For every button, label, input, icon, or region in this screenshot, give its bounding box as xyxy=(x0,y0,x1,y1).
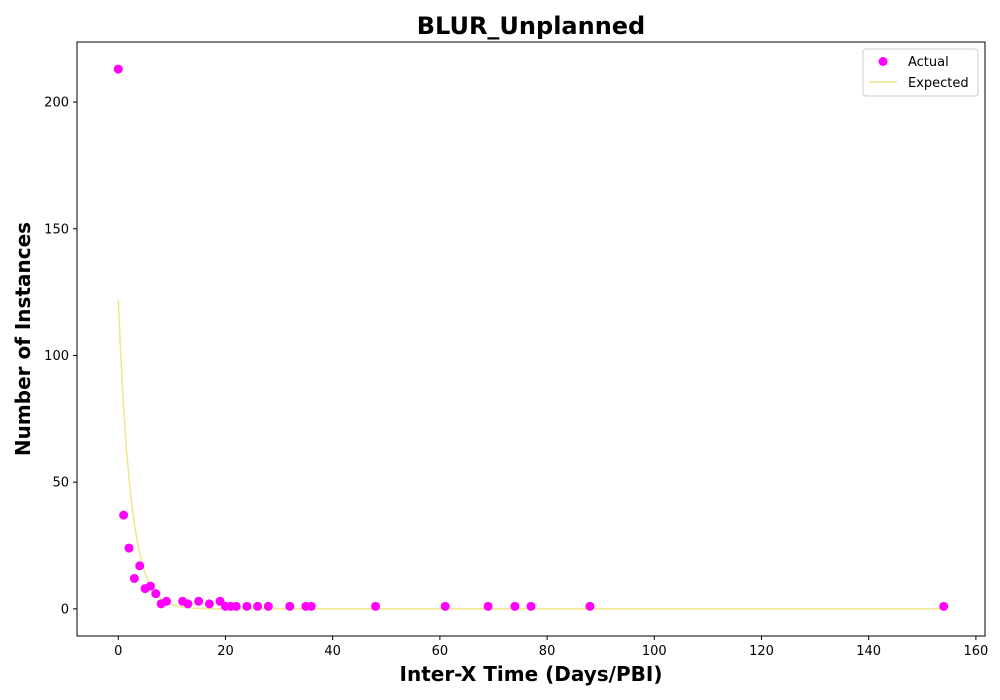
actual-point xyxy=(483,601,493,611)
actual-point xyxy=(253,601,263,611)
actual-point xyxy=(440,601,450,611)
x-tick-label: 120 xyxy=(749,644,774,659)
actual-point xyxy=(285,601,295,611)
legend-label-actual: Actual xyxy=(908,55,949,70)
y-axis-label: Number of Instances xyxy=(11,222,35,456)
actual-point xyxy=(135,561,145,571)
x-tick-label: 20 xyxy=(217,644,234,659)
actual-point xyxy=(510,601,520,611)
actual-point xyxy=(145,581,155,591)
actual-point xyxy=(162,596,172,606)
x-tick-label: 60 xyxy=(432,644,449,659)
actual-point xyxy=(183,599,193,609)
actual-point xyxy=(129,573,139,583)
y-tick-label: 150 xyxy=(44,222,69,237)
y-tick-label: 100 xyxy=(44,349,69,364)
actual-point xyxy=(526,601,536,611)
series-layer xyxy=(113,64,949,611)
y-tick-label: 50 xyxy=(52,476,69,491)
legend-box xyxy=(862,48,979,97)
actual-point xyxy=(939,601,949,611)
actual-point xyxy=(242,601,252,611)
actual-point xyxy=(231,601,241,611)
x-tick-label: 80 xyxy=(539,644,556,659)
actual-point xyxy=(151,589,161,599)
actual-point xyxy=(263,601,273,611)
plot-area xyxy=(76,41,986,637)
y-axis: 0 50 100 150 200 xyxy=(44,96,77,617)
x-axis-label: Inter-X Time (Days/PBI) xyxy=(400,662,663,686)
chart-title: BLUR_Unplanned xyxy=(417,12,646,40)
actual-point xyxy=(124,543,134,553)
actual-point xyxy=(371,601,381,611)
legend-marker-actual xyxy=(878,57,888,66)
actual-point xyxy=(306,601,316,611)
actual-point xyxy=(585,601,595,611)
legend-label-expected: Expected xyxy=(908,76,969,91)
x-tick-label: 100 xyxy=(642,644,667,659)
actual-point xyxy=(194,596,204,606)
x-tick-label: 140 xyxy=(856,644,881,659)
y-tick-label: 200 xyxy=(44,96,69,111)
x-axis: 0 20 40 60 80 100 120 140 160 xyxy=(114,636,988,659)
x-tick-label: 0 xyxy=(114,644,122,659)
x-tick-label: 40 xyxy=(324,644,341,659)
actual-point xyxy=(204,599,214,609)
y-tick-label: 0 xyxy=(61,602,69,617)
x-tick-label: 160 xyxy=(963,644,988,659)
actual-point xyxy=(113,64,123,74)
actual-point xyxy=(119,510,129,520)
legend: Actual Expected xyxy=(862,48,979,97)
